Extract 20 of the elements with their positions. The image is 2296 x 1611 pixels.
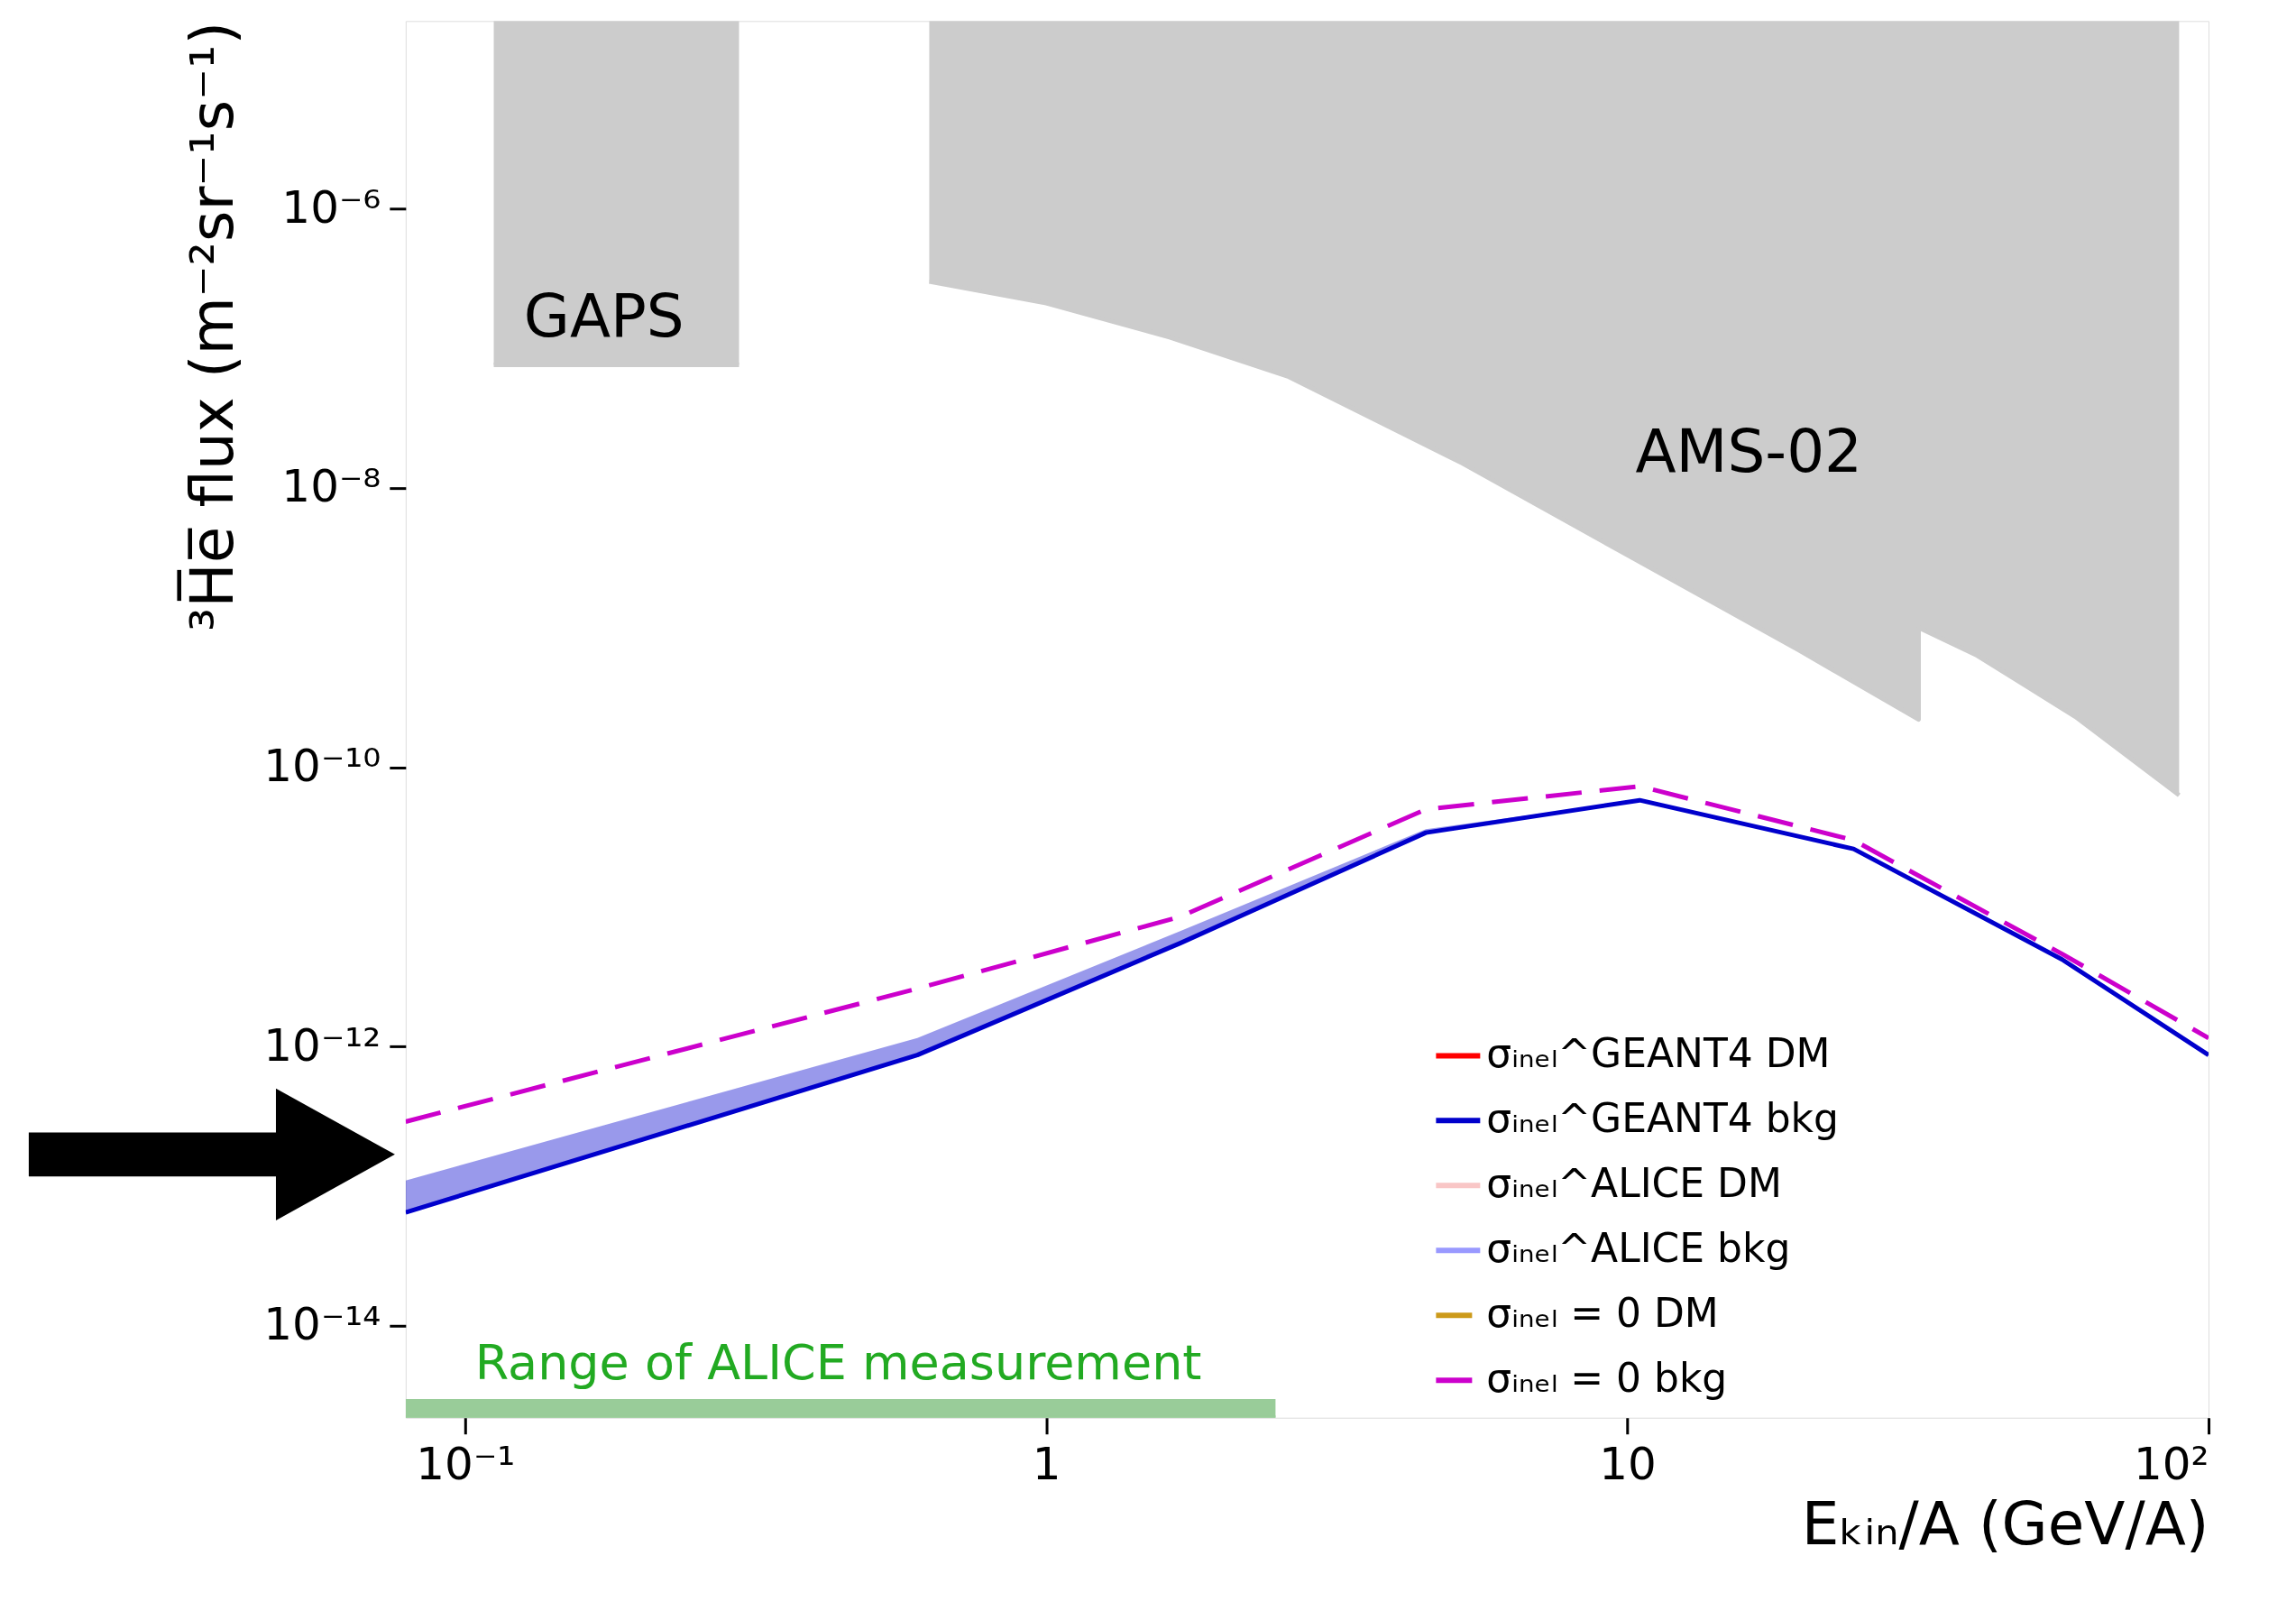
x-tick-label: 10⁻¹ — [416, 1438, 516, 1491]
legend-label: σᵢₙₑₗ = 0 bkg — [1486, 1355, 1728, 1402]
x-tick-label: 1 — [1032, 1438, 1061, 1491]
x-tick-label: 10² — [2133, 1438, 2209, 1491]
legend-label: σᵢₙₑₗ^ALICE bkg — [1486, 1225, 1791, 1272]
annotation: Range of ALICE measurement — [474, 1333, 1202, 1391]
legend-label: σᵢₙₑₗ^GEANT4 DM — [1486, 1030, 1831, 1077]
y-tick-label: 10⁻¹⁰ — [263, 740, 381, 793]
y-tick-label: 10⁻⁶ — [281, 180, 381, 234]
legend-label: σᵢₙₑₗ^ALICE DM — [1486, 1160, 1782, 1207]
x-tick-label: 10 — [1599, 1438, 1657, 1491]
legend-label: σᵢₙₑₗ^GEANT4 bkg — [1486, 1095, 1839, 1142]
annotation: GAPS — [523, 281, 684, 352]
y-axis-title: ³H̅e̅ flux (m⁻²sr⁻¹s⁻¹) — [177, 21, 248, 632]
x-axis-title: Eₖᵢₙ/A (GeV/A) — [1801, 1489, 2209, 1560]
y-tick-label: 10⁻⁸ — [281, 460, 381, 513]
annotation: AMS-02 — [1635, 417, 1863, 487]
y-tick-label: 10⁻¹⁴ — [263, 1298, 381, 1351]
y-tick-label: 10⁻¹² — [263, 1018, 381, 1072]
legend-label: σᵢₙₑₗ = 0 DM — [1486, 1290, 1719, 1337]
